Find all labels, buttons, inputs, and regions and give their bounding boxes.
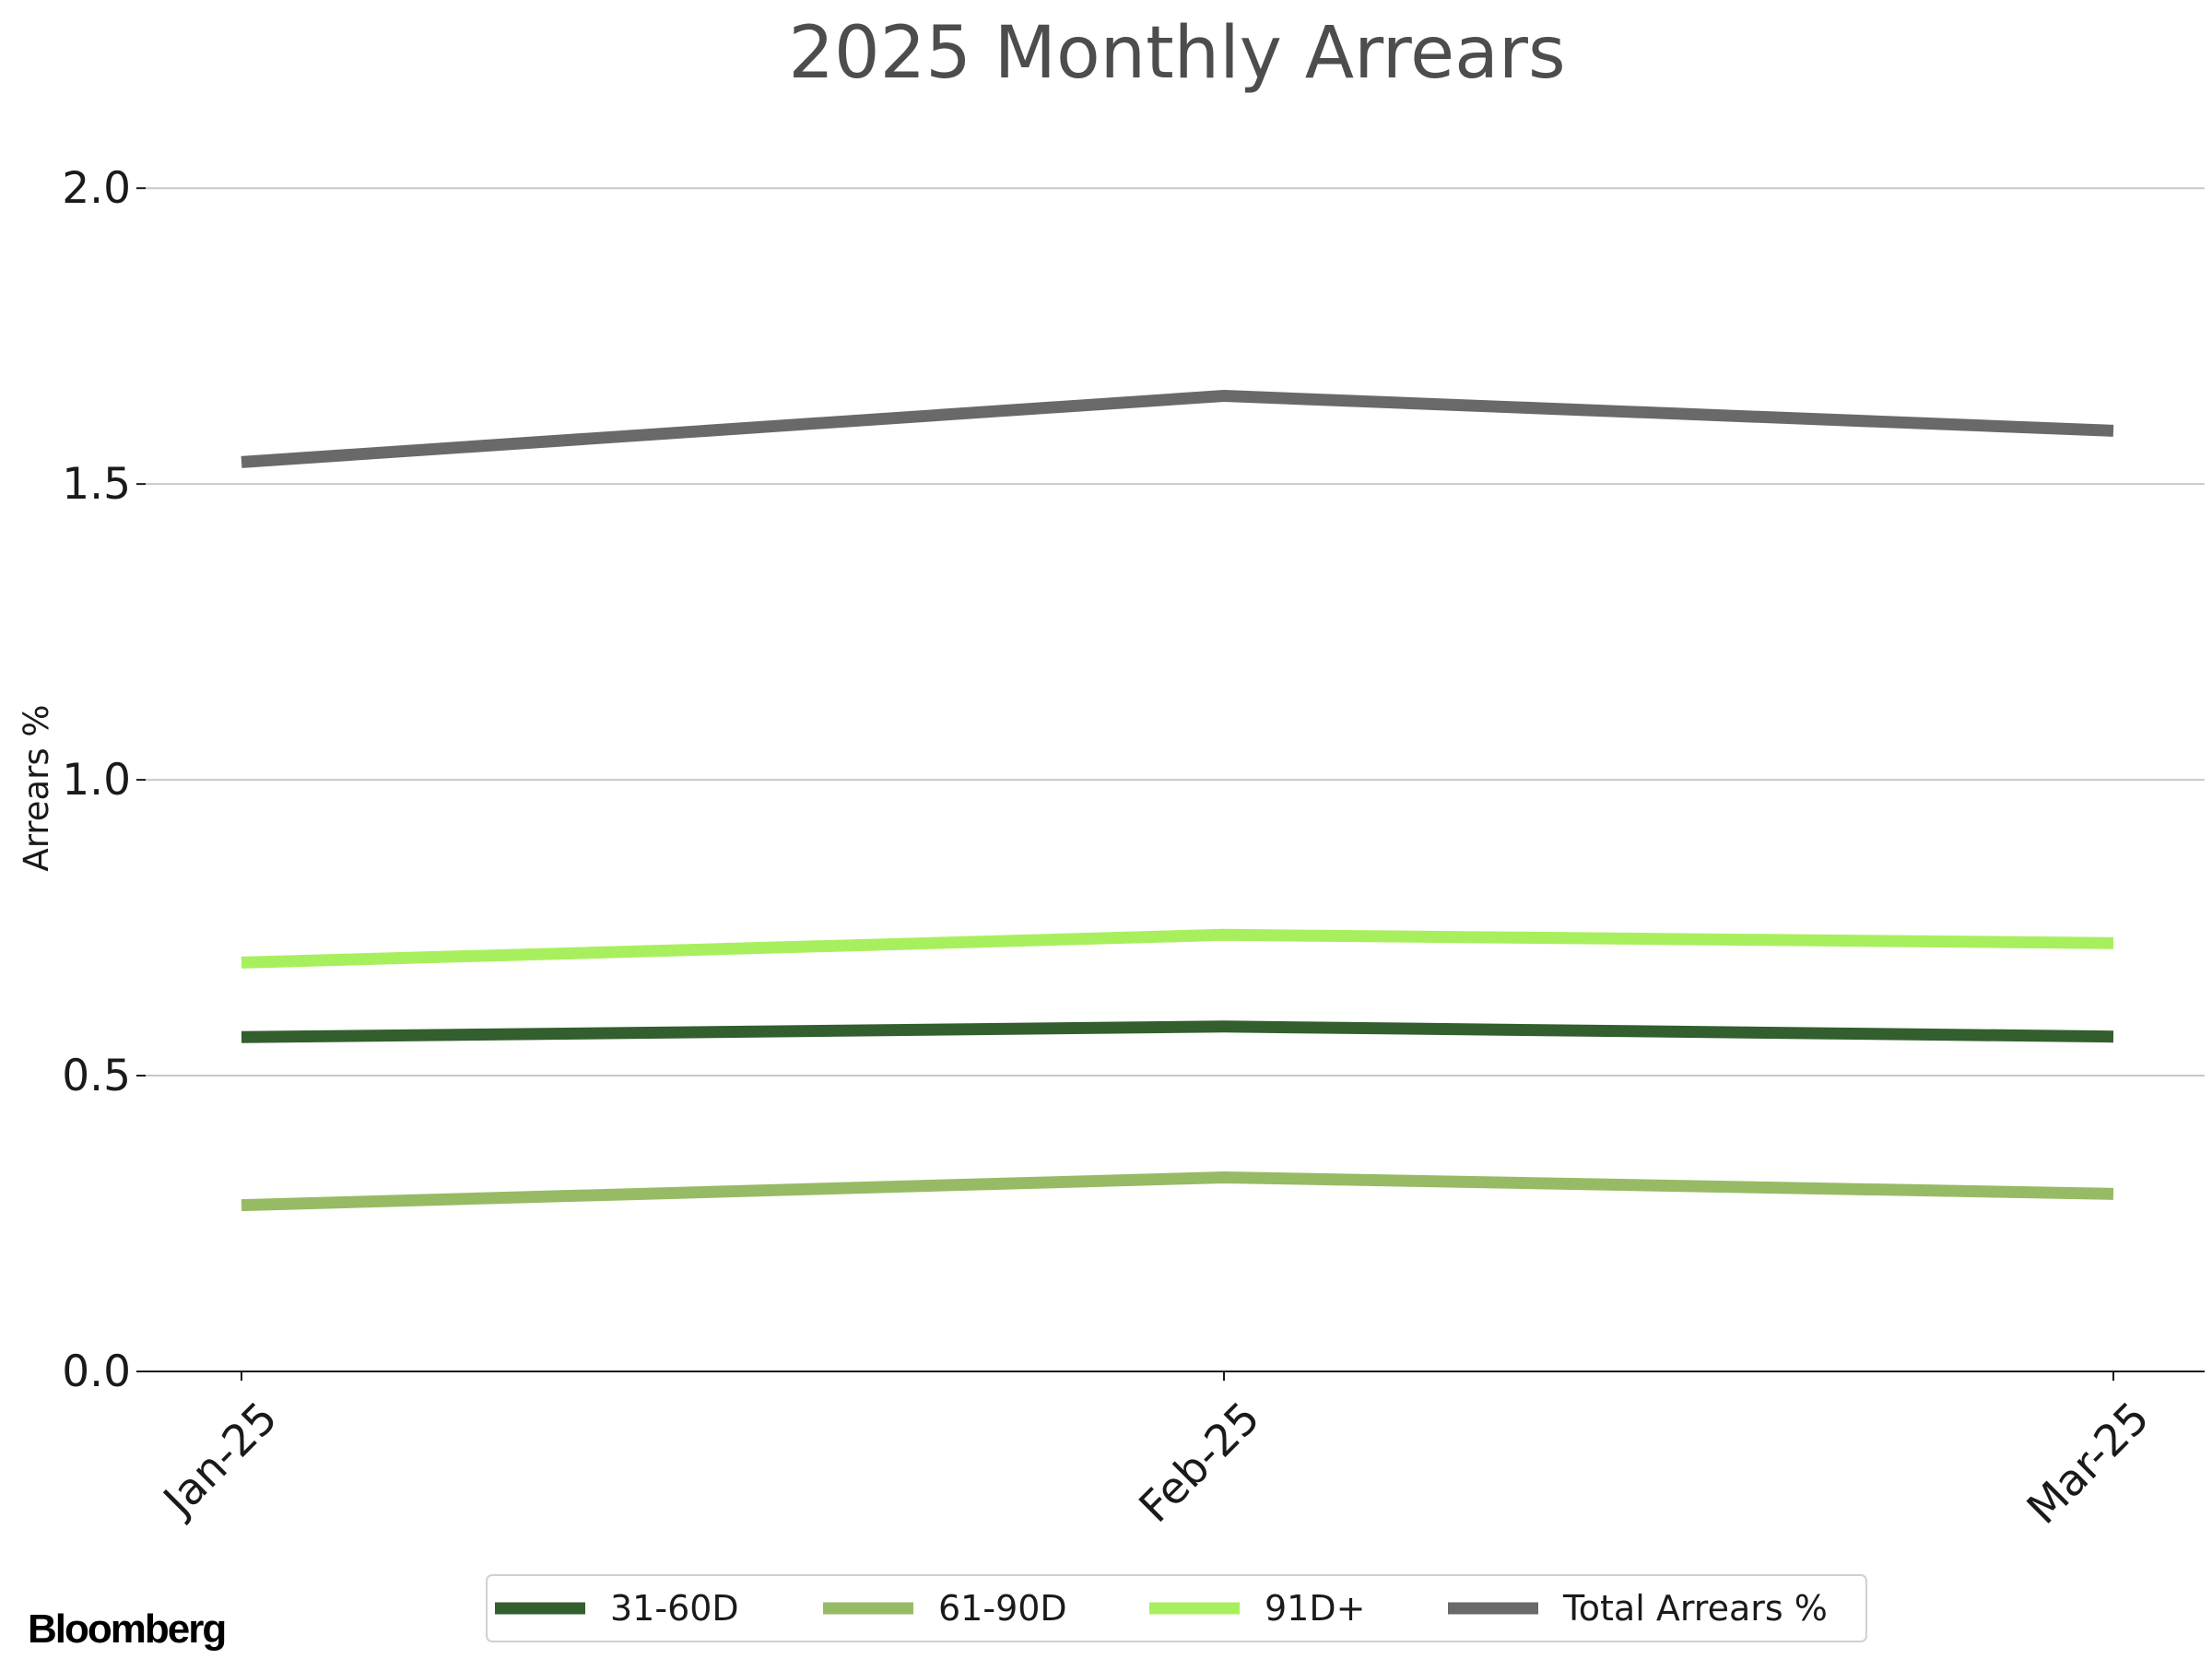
series-line-1	[241, 1171, 2114, 1212]
legend-label: Total Arrears %	[1562, 1588, 1828, 1629]
bloomberg-logo: Bloomberg	[28, 1606, 225, 1652]
y-tick-label: 0.0	[62, 1347, 131, 1397]
gridlines	[146, 187, 2205, 1077]
y-axis-label: Arrears %	[17, 704, 56, 871]
series-line-0	[241, 1020, 2114, 1043]
x-tick-label: Feb-25	[1130, 1393, 1270, 1533]
legend-label: 31-60D	[610, 1588, 739, 1629]
legend-label: 61-90D	[938, 1588, 1067, 1629]
axes: 0.0 0.5 1.0 1.5 2.0 Jan-25 Feb-25 Mar-25	[62, 163, 2205, 1535]
series-line-3	[241, 390, 2114, 468]
y-tick-label: 0.5	[62, 1051, 131, 1101]
series-lines	[241, 390, 2114, 1212]
y-tick-label: 1.5	[62, 459, 131, 510]
y-tick-label: 1.0	[62, 755, 131, 806]
chart-title: 2025 Monthly Arrears	[788, 12, 1565, 95]
x-tick-label: Jan-25	[152, 1393, 288, 1528]
legend-label: 91D+	[1265, 1588, 1365, 1629]
series-line-2	[241, 928, 2114, 969]
x-tick-label: Mar-25	[2018, 1393, 2159, 1535]
legend: 31-60D 61-90D 91D+ Total Arrears %	[486, 1574, 1867, 1642]
y-tick-label: 2.0	[62, 163, 131, 214]
